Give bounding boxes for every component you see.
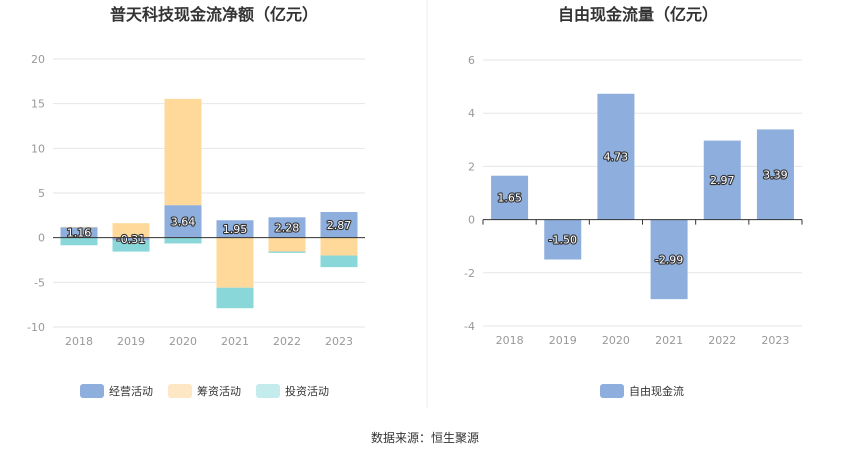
- left-chart-legend: 经营活动 筹资活动 投资活动: [80, 384, 329, 398]
- left-chart-grid: [53, 58, 365, 328]
- bar-financing-2023[interactable]: [320, 237, 358, 256]
- y-tick-label: -4: [464, 320, 475, 333]
- data-label: 2.28: [275, 221, 300, 234]
- y-tick-label: 4: [468, 107, 475, 120]
- y-tick-label: 10: [31, 142, 45, 155]
- x-tick-label: 2018: [65, 335, 93, 348]
- legend-label-fcf: 自由现金流: [629, 384, 684, 398]
- x-tick-label: 2021: [655, 334, 683, 347]
- left-chart-bars: [60, 98, 358, 309]
- bar-fcf-2020[interactable]: [597, 93, 635, 220]
- legend-item-fcf[interactable]: 自由现金流: [600, 384, 684, 398]
- x-tick-label: 2020: [169, 335, 197, 348]
- x-tick-label: 2023: [325, 335, 353, 348]
- x-tick-label: 2019: [549, 334, 577, 347]
- x-tick-label: 2023: [761, 334, 789, 347]
- data-label: 1.95: [223, 223, 248, 236]
- left-chart-axes: -10 -5 0 5 10 15 20 2018 2019 2020 2021 2022 2023: [27, 53, 365, 348]
- data-label: 3.64: [171, 215, 196, 228]
- bar-investing-2021[interactable]: [216, 287, 254, 309]
- data-label: 1.65: [497, 192, 522, 205]
- bar-fcf-2022[interactable]: [703, 140, 741, 220]
- bar-financing-2020[interactable]: [164, 98, 202, 206]
- bar-financing-2022[interactable]: [268, 237, 306, 252]
- data-label: 4.73: [604, 151, 629, 164]
- data-label: 2.87: [327, 219, 352, 232]
- y-tick-label: 15: [31, 98, 45, 111]
- bar-investing-2023[interactable]: [320, 255, 358, 268]
- data-label: -0.31: [117, 233, 145, 246]
- bar-operating-2019[interactable]: [112, 237, 150, 241]
- bar-investing-2018[interactable]: [60, 237, 98, 246]
- x-tick-label: 2022: [708, 334, 736, 347]
- bar-investing-2019[interactable]: [112, 240, 150, 252]
- bar-financing-2019[interactable]: [112, 223, 150, 238]
- y-tick-label: 2: [468, 160, 475, 173]
- bar-fcf-2023[interactable]: [756, 129, 794, 220]
- right-chart-title: 自由现金流量（亿元）: [558, 5, 718, 24]
- legend-swatch-financing: [168, 384, 192, 398]
- data-source: 数据来源：恒生聚源: [371, 430, 479, 445]
- x-tick-label: 2021: [221, 335, 249, 348]
- y-tick-label: -5: [34, 276, 45, 289]
- x-tick-label: 2022: [273, 335, 301, 348]
- legend-swatch-fcf: [600, 384, 624, 398]
- right-chart-axes: -4 -2 0 2 4 6 2018 2019 2020 2021 2022 2023: [464, 54, 803, 347]
- y-tick-label: 6: [468, 54, 475, 67]
- legend-swatch-investing: [256, 384, 280, 398]
- legend-label-operating: 经营活动: [109, 384, 153, 398]
- legend-item-investing[interactable]: 投资活动: [256, 384, 329, 398]
- legend-label-financing: 筹资活动: [197, 384, 241, 398]
- legend-item-financing[interactable]: 筹资活动: [168, 384, 241, 398]
- y-tick-label: 0: [38, 232, 45, 245]
- bar-financing-2021[interactable]: [216, 237, 254, 288]
- right-chart-data-labels: 1.65 -1.50 4.73 -2.99 2.97 3.39: [496, 150, 789, 268]
- left-chart-data-labels: 1.16 -0.31 3.64 1.95 2.28 2.87: [66, 214, 353, 247]
- data-label: 2.97: [710, 174, 735, 187]
- left-chart-title: 普天科技现金流净额（亿元）: [110, 5, 318, 24]
- bar-operating-2018[interactable]: [60, 227, 98, 238]
- x-tick-label: 2018: [496, 334, 524, 347]
- bar-fcf-2018[interactable]: [491, 175, 529, 220]
- bar-operating-2023[interactable]: [320, 212, 358, 238]
- x-tick-label: 2020: [602, 334, 630, 347]
- bar-fcf-2021[interactable]: [650, 219, 688, 300]
- y-tick-label: 20: [31, 53, 45, 66]
- bar-investing-2020[interactable]: [164, 237, 202, 244]
- bar-fcf-2019[interactable]: [544, 219, 582, 260]
- bar-operating-2021[interactable]: [216, 220, 254, 238]
- right-chart-legend: 自由现金流: [600, 384, 684, 398]
- y-tick-label: 0: [468, 214, 475, 227]
- bar-investing-2022[interactable]: [268, 251, 306, 253]
- right-chart-bars: [491, 93, 794, 300]
- y-tick-label: -10: [27, 321, 45, 334]
- data-label: -1.50: [549, 234, 577, 247]
- bar-operating-2020[interactable]: [164, 205, 202, 238]
- bar-operating-2022[interactable]: [268, 217, 306, 238]
- legend-item-operating[interactable]: 经营活动: [80, 384, 153, 398]
- data-label: 1.16: [67, 226, 92, 239]
- y-tick-label: 5: [38, 187, 45, 200]
- right-chart-grid: [483, 59, 802, 327]
- y-tick-label: -2: [464, 267, 475, 280]
- x-tick-label: 2019: [117, 335, 145, 348]
- data-label: 3.39: [763, 169, 788, 182]
- legend-label-investing: 投资活动: [285, 384, 329, 398]
- bar-financing-2018[interactable]: [60, 226, 98, 228]
- data-label: -2.99: [655, 253, 683, 266]
- legend-swatch-operating: [80, 384, 104, 398]
